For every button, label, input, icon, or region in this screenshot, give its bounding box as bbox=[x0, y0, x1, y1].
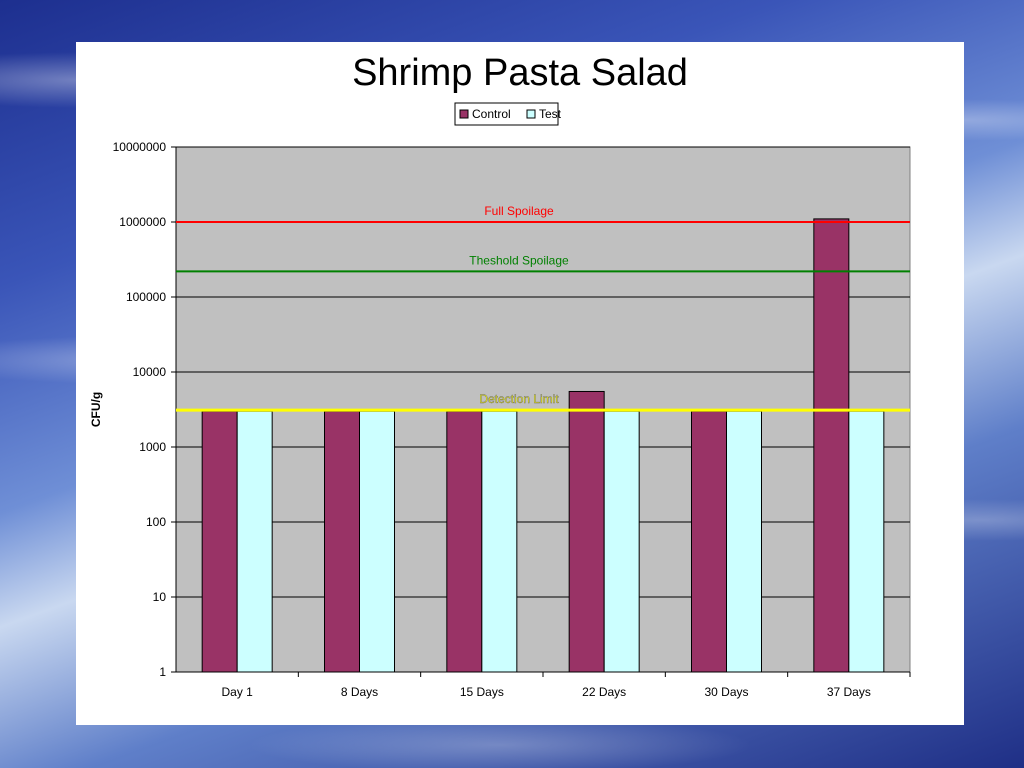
y-tick-label: 10000 bbox=[133, 365, 167, 379]
x-tick-label: 22 Days bbox=[582, 685, 626, 699]
bar-control bbox=[446, 410, 483, 673]
bar-control bbox=[201, 410, 238, 673]
legend-box bbox=[454, 102, 559, 126]
x-tick-label: 37 Days bbox=[827, 685, 871, 699]
bar-control bbox=[691, 410, 727, 673]
legend-swatch bbox=[459, 109, 469, 119]
y-tick-label: 1000 bbox=[139, 440, 166, 454]
reference-line-label: Theshold Spoilage bbox=[469, 253, 569, 267]
bar-test bbox=[603, 410, 640, 673]
bar-test bbox=[359, 410, 395, 673]
bar-control bbox=[568, 390, 605, 673]
y-tick-label: 100 bbox=[146, 515, 166, 529]
chart-title: Shrimp Pasta Salad bbox=[352, 52, 688, 94]
reference-line-label: Full Spoilage bbox=[484, 204, 554, 218]
y-tick-label: 1000000 bbox=[119, 215, 166, 229]
legend-swatch bbox=[526, 109, 536, 119]
x-tick-label: Day 1 bbox=[221, 685, 253, 699]
legend-label: Test bbox=[539, 107, 562, 121]
y-tick-label: 100000 bbox=[126, 290, 166, 304]
y-tick-label: 10000000 bbox=[113, 140, 167, 154]
bar-control bbox=[324, 410, 360, 673]
x-tick-label: 15 Days bbox=[460, 685, 504, 699]
y-axis-label: CFU/g bbox=[89, 392, 103, 427]
bar-test bbox=[481, 410, 518, 673]
x-tick-label: 30 Days bbox=[704, 685, 748, 699]
bar-test bbox=[726, 410, 762, 673]
bar-test bbox=[848, 410, 885, 673]
reference-line-label: Detection Limit bbox=[479, 392, 559, 406]
bar-control bbox=[813, 218, 850, 673]
y-tick-label: 10 bbox=[153, 590, 167, 604]
x-tick-label: 8 Days bbox=[341, 685, 378, 699]
legend-label: Control bbox=[472, 107, 511, 121]
bar-test bbox=[236, 410, 273, 673]
y-tick-label: 1 bbox=[159, 665, 166, 679]
